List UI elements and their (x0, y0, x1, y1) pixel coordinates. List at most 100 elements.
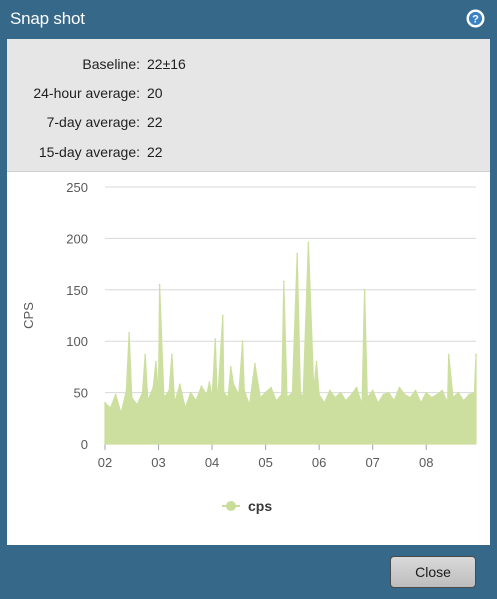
stat-label: Baseline: (82, 56, 140, 72)
data-point (211, 396, 214, 399)
data-point (128, 332, 130, 334)
dialog-footer: Close (0, 545, 497, 599)
data-point (168, 389, 171, 392)
y-tick-label: 250 (66, 180, 88, 195)
close-button[interactable]: Close (390, 556, 476, 588)
data-point (109, 407, 112, 409)
data-point (475, 353, 477, 356)
data-point (291, 391, 294, 394)
data-point (334, 396, 337, 399)
stat-row-15-day: 15-day average: 22 (7, 144, 490, 164)
dialog-titlebar: Snap shot ? (0, 0, 497, 38)
x-tick-label: 05 (258, 455, 272, 470)
data-point (264, 391, 267, 394)
data-point (361, 404, 363, 406)
x-tick-label: 07 (365, 455, 379, 470)
data-point (436, 393, 438, 396)
data-point (270, 386, 272, 389)
help-icon[interactable]: ? (466, 9, 485, 28)
data-point (259, 396, 262, 399)
data-point (157, 393, 160, 396)
stat-value: 20 (147, 85, 163, 101)
data-point (299, 391, 302, 394)
data-point (144, 353, 147, 356)
data-point (184, 407, 187, 409)
data-point (350, 393, 353, 396)
data-point (339, 391, 342, 394)
data-point (114, 393, 117, 396)
cps-chart: 0 50 100 150 200 250 02 03 04 05 06 07 08 CPS cps (7, 172, 490, 545)
data-point (302, 396, 304, 399)
y-tick-label: 150 (66, 283, 88, 298)
data-point (241, 340, 244, 343)
data-point (205, 393, 208, 396)
y-tick-label: 100 (66, 334, 88, 349)
data-point (222, 391, 225, 394)
data-point (280, 393, 283, 396)
data-point (216, 404, 219, 406)
data-point (403, 393, 406, 396)
dialog-title: Snap shot (10, 9, 85, 28)
data-point (377, 402, 379, 404)
data-point (452, 396, 454, 399)
data-point (189, 391, 192, 394)
x-tick-label: 06 (312, 455, 326, 470)
data-point (420, 402, 422, 404)
data-point (136, 404, 139, 406)
data-point (275, 399, 278, 402)
data-point (200, 385, 203, 388)
x-tick-label: 04 (205, 455, 219, 470)
data-point (232, 383, 235, 386)
data-point (430, 396, 433, 399)
dialog-content: Baseline: 22±16 24-hour average: 20 7-da… (7, 39, 490, 545)
data-point (318, 393, 320, 396)
data-point (473, 391, 476, 394)
data-point (312, 389, 315, 392)
data-point (120, 412, 122, 415)
stat-label: 24-hour average: (33, 85, 140, 101)
data-point (441, 389, 444, 392)
data-point (286, 396, 288, 399)
data-point (355, 386, 358, 389)
data-point (393, 399, 395, 402)
stat-value: 22 (147, 114, 163, 130)
stat-row-24-hour: 24-hour average: 20 (7, 85, 490, 105)
data-point (328, 389, 331, 392)
data-point (254, 362, 256, 365)
data-point (208, 381, 211, 384)
data-point (282, 280, 285, 283)
y-axis-label: CPS (21, 302, 36, 329)
data-point (214, 338, 217, 340)
data-point (195, 399, 197, 402)
data-point (425, 391, 428, 394)
data-point (366, 396, 369, 399)
data-point (146, 399, 149, 402)
data-point (248, 404, 251, 406)
stat-value: 22±16 (147, 56, 186, 72)
y-tick-label: 50 (74, 386, 88, 401)
legend-label: cps (248, 498, 272, 514)
stat-label: 7-day average: (46, 114, 140, 130)
data-point (243, 389, 246, 392)
y-tick-label: 0 (81, 437, 88, 452)
data-point (152, 386, 155, 389)
data-point (457, 391, 460, 394)
data-point (296, 252, 299, 255)
data-point (141, 391, 144, 394)
data-point (155, 360, 157, 363)
data-point (387, 391, 390, 394)
svg-text:?: ? (472, 14, 479, 26)
x-tick-label: 03 (151, 455, 165, 470)
data-point (229, 366, 232, 368)
data-point (307, 241, 310, 244)
data-point (237, 393, 240, 396)
data-point (158, 283, 161, 286)
data-point (163, 396, 165, 399)
data-point (371, 389, 374, 392)
x-tick-label: 02 (98, 455, 112, 470)
data-point (181, 395, 184, 398)
legend-marker-dot (226, 501, 236, 511)
data-point (398, 386, 401, 389)
data-point (104, 402, 106, 404)
